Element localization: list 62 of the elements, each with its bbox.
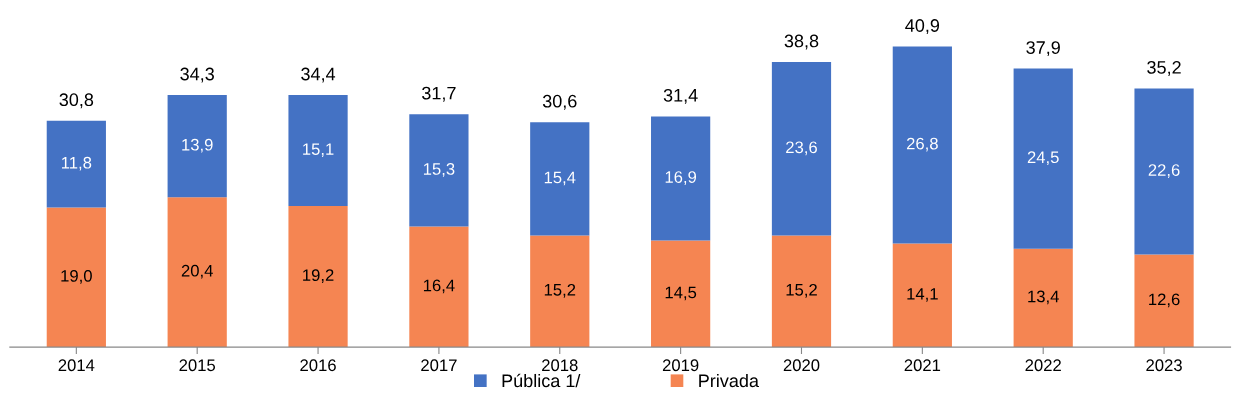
x-tick-label: 2014	[58, 359, 95, 372]
x-tick-label: 2019	[662, 359, 699, 372]
data-label: 15,2	[786, 283, 817, 298]
data-label: 13,4	[1028, 290, 1059, 305]
bar	[1013, 68, 1073, 249]
x-tick-label: 2020	[783, 359, 820, 372]
total-label: 35,2	[1147, 60, 1181, 76]
data-label: 15,4	[544, 171, 576, 186]
data-label: 16,9	[665, 171, 697, 185]
x-tick-label: 2017	[421, 359, 457, 372]
bar	[651, 116, 711, 241]
data-label: 12,6	[1149, 293, 1180, 308]
bar	[409, 226, 469, 348]
x-tick-label: 2015	[179, 359, 216, 372]
bar	[167, 197, 227, 348]
data-label: 22,6	[1148, 164, 1180, 178]
total-label: 34,4	[301, 67, 336, 83]
total-label: 40,9	[905, 19, 940, 35]
total-label: 37,9	[1026, 41, 1060, 57]
data-label: 15,1	[303, 143, 334, 157]
bar	[892, 46, 952, 244]
data-label: 14,1	[907, 288, 938, 302]
legend-label: Pública 1/	[502, 373, 581, 388]
data-label: 19,2	[303, 269, 334, 283]
bar	[167, 95, 227, 198]
data-label: 13,9	[182, 138, 213, 153]
x-tick-label: 2023	[1146, 359, 1182, 372]
bar	[892, 243, 952, 348]
data-label: 11,8	[62, 156, 92, 171]
bar	[771, 235, 832, 348]
data-label: 23,6	[786, 141, 817, 156]
bar	[46, 120, 106, 208]
bar	[530, 235, 590, 348]
data-label: 26,8	[906, 137, 938, 152]
total-label: 30,6	[542, 94, 577, 110]
bar	[409, 114, 469, 227]
x-tick-label: 2018	[542, 359, 578, 372]
bar	[771, 62, 832, 236]
bar	[530, 122, 590, 236]
x-tick-label: 2022	[1025, 359, 1061, 372]
data-label: 15,3	[423, 163, 455, 177]
total-label: 38,8	[784, 34, 819, 50]
total-label: 30,8	[59, 93, 94, 109]
data-label: 15,2	[544, 283, 576, 298]
total-label: 31,4	[663, 88, 698, 104]
bar	[46, 207, 106, 348]
data-label: 16,4	[423, 279, 455, 294]
bar	[651, 240, 711, 348]
x-tick-label: 2016	[300, 359, 336, 372]
total-label: 31,7	[422, 86, 456, 102]
data-label: 14,5	[665, 286, 697, 301]
data-label: 20,4	[181, 264, 213, 279]
x-tick-label: 2021	[904, 359, 941, 372]
bar	[288, 95, 348, 207]
legend-label: Privada	[699, 373, 759, 388]
bar	[1134, 254, 1194, 348]
total-label: 34,3	[180, 67, 214, 83]
bar	[1134, 88, 1194, 255]
bar	[1013, 248, 1073, 348]
data-label: 24,5	[1027, 151, 1059, 166]
bar	[288, 206, 348, 348]
data-label: 19,0	[61, 269, 92, 284]
